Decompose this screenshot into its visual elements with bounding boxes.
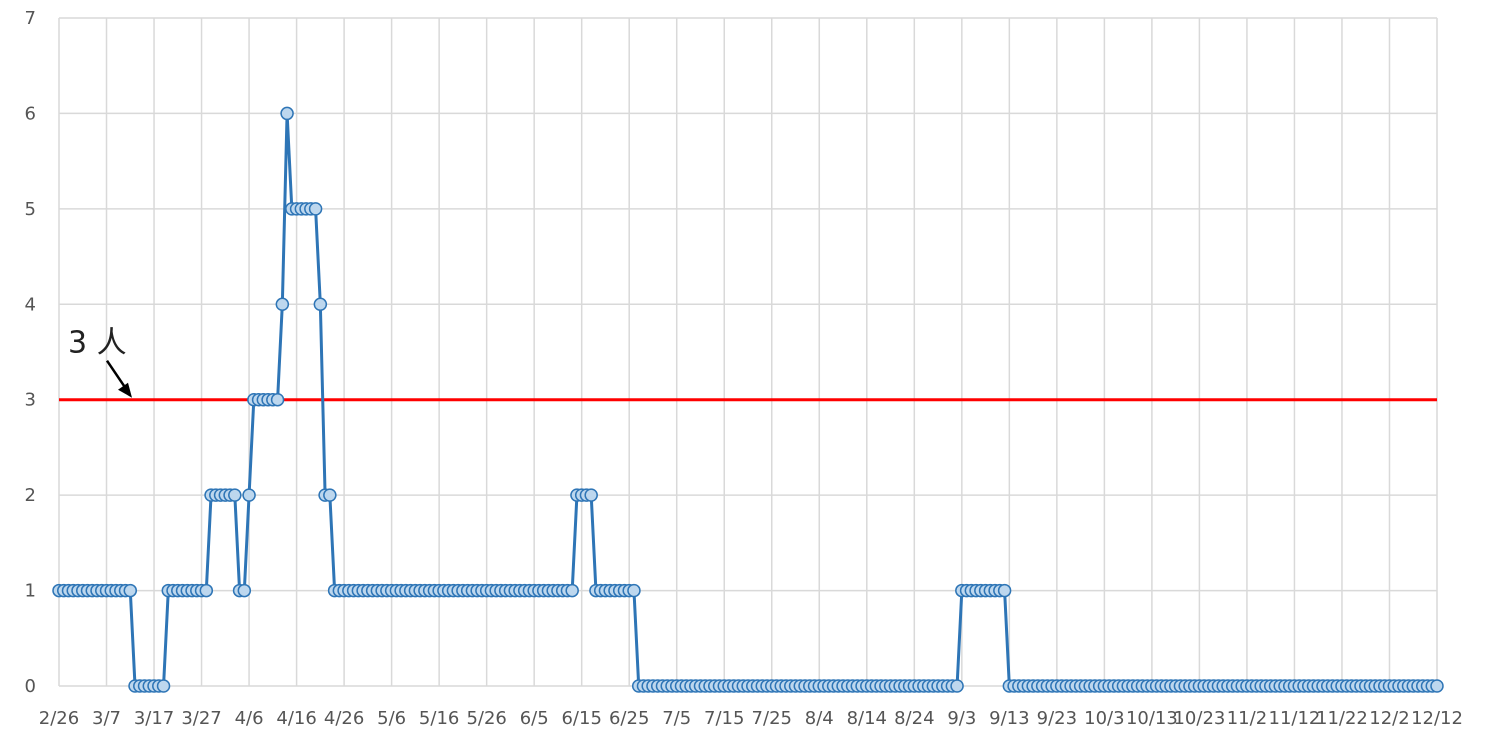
y-axis-ticks: 0 1 2 3 4 5 6 7 bbox=[25, 8, 36, 697]
data-point bbox=[275, 297, 290, 312]
x-tick-label: 8/24 bbox=[894, 708, 934, 729]
data-point bbox=[308, 202, 323, 216]
x-tick-label: 6/15 bbox=[561, 708, 601, 729]
y-tick-label: 5 bbox=[25, 199, 36, 220]
data-point bbox=[950, 679, 964, 693]
x-tick-label: 3/7 bbox=[92, 708, 121, 729]
data-point bbox=[627, 583, 641, 598]
x-tick-label: 9/23 bbox=[1037, 708, 1077, 729]
x-tick-label: 12/12 bbox=[1411, 708, 1463, 729]
x-tick-label: 7/15 bbox=[704, 708, 744, 729]
y-tick-label: 4 bbox=[25, 294, 36, 315]
data-point bbox=[313, 297, 328, 312]
gridlines bbox=[58, 17, 1438, 687]
data-point bbox=[1430, 679, 1444, 693]
annotation-arrowhead bbox=[118, 382, 132, 398]
x-tick-label: 11/12 bbox=[1269, 708, 1321, 729]
y-tick-label: 3 bbox=[25, 390, 36, 411]
x-tick-label: 11/22 bbox=[1316, 708, 1368, 729]
annotation-label: 3 人 bbox=[68, 326, 127, 361]
y-tick-label: 2 bbox=[25, 485, 36, 506]
x-tick-label: 9/3 bbox=[947, 708, 976, 729]
x-tick-label: 8/14 bbox=[847, 708, 887, 729]
x-tick-label: 10/13 bbox=[1126, 708, 1178, 729]
data-point bbox=[242, 488, 256, 502]
x-tick-label: 10/3 bbox=[1084, 708, 1124, 729]
x-tick-label: 9/13 bbox=[989, 708, 1029, 729]
x-tick-label: 3/27 bbox=[181, 708, 221, 729]
y-tick-label: 7 bbox=[25, 8, 36, 29]
x-tick-label: 3/17 bbox=[134, 708, 174, 729]
series-group bbox=[52, 106, 1444, 693]
data-point bbox=[323, 488, 337, 502]
data-point bbox=[199, 583, 214, 598]
data-point bbox=[997, 583, 1012, 598]
data-point bbox=[228, 488, 242, 502]
x-tick-label: 6/25 bbox=[609, 708, 649, 729]
data-point bbox=[270, 392, 285, 407]
x-tick-label: 10/23 bbox=[1173, 708, 1225, 729]
x-tick-label: 5/16 bbox=[419, 708, 459, 729]
x-tick-label: 7/25 bbox=[752, 708, 792, 729]
x-tick-label: 6/5 bbox=[520, 708, 549, 729]
annotation-group: 3 人 bbox=[68, 326, 132, 398]
data-point bbox=[123, 583, 138, 598]
x-axis-ticks: 2/26 3/7 3/17 3/27 4/6 4/16 4/26 5/6 5/16 5/26 6/5… bbox=[39, 708, 1463, 729]
x-tick-label: 7/5 bbox=[662, 708, 691, 729]
x-tick-label: 5/6 bbox=[377, 708, 406, 729]
data-point bbox=[565, 583, 579, 598]
x-tick-label: 5/26 bbox=[466, 708, 506, 729]
data-point bbox=[156, 679, 171, 693]
x-tick-label: 11/2 bbox=[1227, 708, 1267, 729]
data-point bbox=[280, 106, 294, 121]
x-tick-label: 2/26 bbox=[39, 708, 79, 729]
y-tick-label: 0 bbox=[25, 676, 36, 697]
y-tick-label: 6 bbox=[25, 103, 36, 124]
x-tick-label: 4/16 bbox=[276, 708, 316, 729]
data-point bbox=[237, 583, 252, 598]
data-point bbox=[584, 488, 598, 502]
x-tick-label: 4/26 bbox=[324, 708, 364, 729]
x-tick-label: 4/6 bbox=[235, 708, 264, 729]
y-tick-label: 1 bbox=[25, 581, 36, 602]
x-tick-label: 12/2 bbox=[1369, 708, 1409, 729]
x-tick-label: 8/4 bbox=[805, 708, 834, 729]
